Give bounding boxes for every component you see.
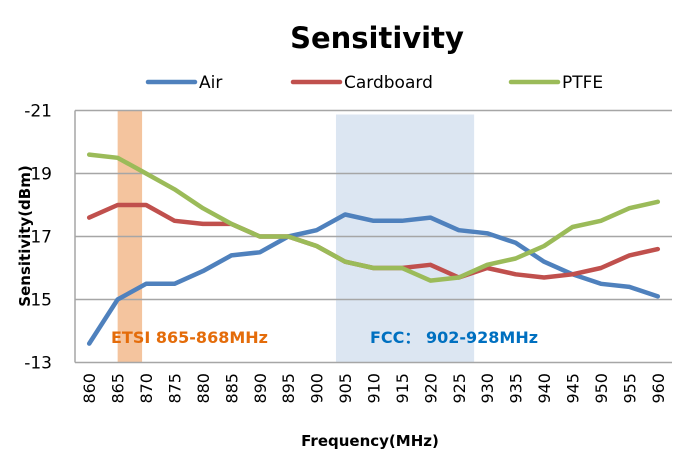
x-tick-label: 905 (336, 373, 355, 404)
x-tick-label: 955 (620, 373, 639, 404)
x-tick-label: 910 (365, 373, 384, 404)
legend-item-cardboard: Cardboard (290, 73, 433, 93)
x-tick-label: 935 (507, 373, 526, 404)
band-fcc (335, 114, 475, 363)
x-tick-label: 900 (308, 373, 327, 404)
x-tick-label: 870 (137, 373, 156, 404)
y-axis-label: Sensitivity(dBm) (16, 165, 34, 306)
x-tick-label: 920 (421, 373, 440, 404)
y-tick-label: 19 (30, 165, 52, 185)
band-labels: ETSI 865-868MHz FCC： 902-928MHz (111, 328, 538, 347)
x-tick-label: 960 (649, 373, 668, 404)
gridlines (75, 109, 672, 364)
y-tick-label: -13 (24, 354, 52, 374)
legend-label: PTFE (562, 73, 603, 93)
x-tick-label: 915 (393, 373, 412, 404)
x-tick-label: 890 (251, 373, 270, 404)
x-tick-label: 950 (592, 373, 611, 404)
y-tick-labels: -21 19 17 15 -13 (24, 102, 52, 374)
x-tick-label: 880 (194, 373, 213, 404)
chart-title: Sensitivity (290, 21, 464, 55)
x-tick-label: 930 (478, 373, 497, 404)
legend-label: Cardboard (344, 73, 433, 93)
legend-label: Air (199, 73, 222, 93)
series-line-air (86, 212, 661, 346)
x-tick-label: 875 (166, 373, 185, 404)
legend: Air Cardboard PTFE (145, 73, 603, 93)
x-tick-labels: 860 865 870 875 880 885 890 895 900 905 910 915 920 9… (80, 373, 668, 404)
x-tick-label: 865 (109, 373, 128, 404)
x-axis-label: Frequency(MHz) (301, 432, 439, 450)
x-tick-label: 940 (535, 373, 554, 404)
x-tick-label: 895 (279, 373, 298, 404)
legend-item-ptfe: PTFE (508, 73, 603, 93)
y-tick-label: 15 (30, 291, 52, 311)
x-tick-label: 925 (450, 373, 469, 404)
legend-item-air: Air (145, 73, 222, 93)
x-tick-label: 885 (222, 373, 241, 404)
x-tick-label: 945 (564, 373, 583, 404)
x-tick-label: 860 (80, 373, 99, 404)
band-label-etsi: ETSI 865-868MHz (111, 328, 268, 347)
series-lines (86, 152, 661, 346)
series-line-ptfe (86, 152, 661, 283)
y-tick-label: -21 (24, 102, 52, 122)
y-tick-label: 17 (30, 228, 52, 248)
band-label-fcc: FCC： 902-928MHz (370, 328, 538, 347)
